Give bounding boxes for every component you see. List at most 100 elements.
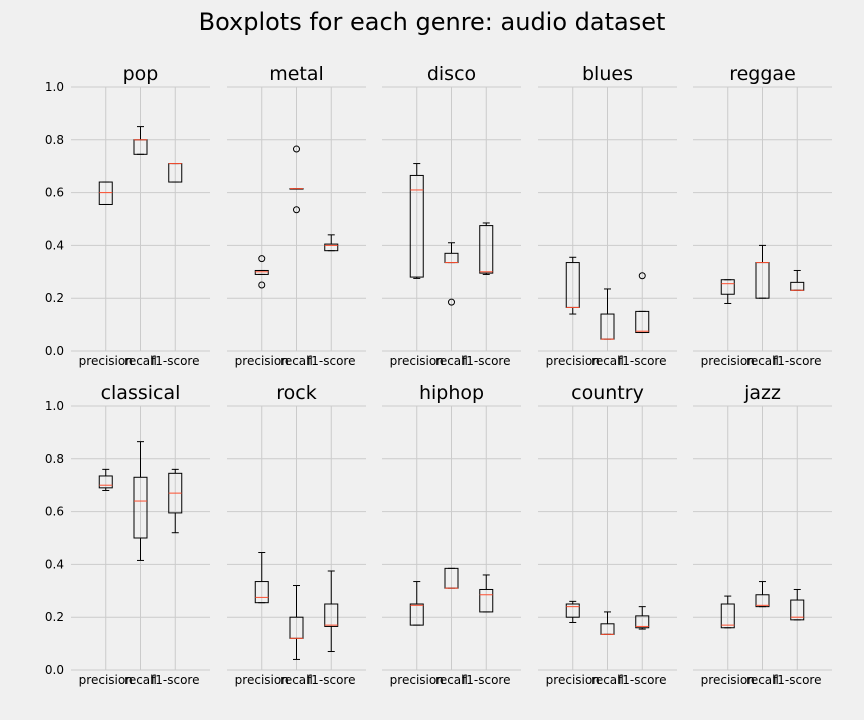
- box-recall: [600, 288, 615, 340]
- box-precision: [565, 256, 580, 315]
- x-tick-label: precision: [79, 673, 133, 687]
- x-tick-label: recall: [124, 673, 157, 687]
- box-recall: [289, 145, 304, 214]
- x-tick-label: f1-score: [462, 673, 510, 687]
- box-precision: [720, 279, 735, 304]
- iqr-box: [409, 603, 424, 626]
- panel-title: reggae: [729, 63, 796, 85]
- outlier-point: [448, 298, 455, 306]
- y-tick-label: 1.0: [45, 80, 64, 94]
- x-tick-label: recall: [591, 354, 624, 368]
- box-f1-score: [479, 222, 494, 275]
- box-f1-score: [168, 163, 183, 183]
- iqr-box: [254, 269, 269, 275]
- box-f1-score: [479, 574, 494, 613]
- box-recall: [755, 581, 770, 608]
- x-tick-label: f1-score: [773, 354, 821, 368]
- box-f1-score: [635, 272, 650, 334]
- box-f1-score: [168, 468, 183, 534]
- iqr-box: [720, 603, 735, 629]
- iqr-box: [635, 310, 650, 334]
- iqr-box: [565, 603, 580, 618]
- box-recall: [444, 242, 459, 306]
- outlier-point: [638, 272, 646, 280]
- iqr-box: [479, 225, 494, 274]
- box-f1-score: [635, 606, 650, 630]
- x-tick-label: f1-score: [151, 354, 199, 368]
- y-tick-label: 0.8: [45, 133, 64, 147]
- iqr-box: [98, 181, 113, 205]
- x-tick-label: f1-score: [618, 354, 666, 368]
- box-recall: [289, 585, 304, 660]
- iqr-box: [409, 174, 424, 278]
- panel-title: metal: [269, 63, 324, 85]
- y-tick-label: 0.6: [45, 186, 64, 200]
- y-tick-label: 0.0: [45, 344, 64, 358]
- outlier-point: [258, 281, 266, 289]
- iqr-box: [479, 588, 494, 613]
- outlier-point: [293, 206, 300, 214]
- panel-title: blues: [582, 63, 633, 85]
- box-precision: [720, 595, 735, 629]
- box-precision: [254, 552, 269, 604]
- x-tick-label: recall: [280, 354, 313, 368]
- x-tick-label: recall: [280, 673, 313, 687]
- x-tick-label: precision: [701, 673, 755, 687]
- box-recall: [133, 126, 148, 155]
- x-tick-label: precision: [235, 354, 289, 368]
- x-tick-label: precision: [546, 354, 600, 368]
- panel-title: country: [571, 382, 644, 404]
- x-tick-label: recall: [591, 673, 624, 687]
- x-tick-label: recall: [435, 673, 468, 687]
- x-tick-label: f1-score: [151, 673, 199, 687]
- box-precision: [409, 163, 424, 279]
- x-tick-label: precision: [701, 354, 755, 368]
- x-tick-label: recall: [746, 673, 779, 687]
- outlier-point: [293, 145, 300, 153]
- panel-classical: 0.0 0.2 0.4 0.6 0.8 1.0 precisionrecallf1-scor…: [45, 382, 210, 687]
- panel-title: classical: [101, 382, 181, 404]
- x-tick-label: precision: [546, 673, 600, 687]
- outlier-point: [258, 255, 266, 263]
- x-tick-label: precision: [235, 673, 289, 687]
- box-precision: [98, 181, 113, 205]
- box-f1-score: [324, 234, 339, 252]
- panel-title: rock: [276, 382, 316, 404]
- panel-title: pop: [123, 63, 159, 85]
- box-f1-score: [324, 570, 339, 653]
- iqr-box: [324, 243, 339, 252]
- x-tick-label: f1-score: [618, 673, 666, 687]
- y-tick-label: 0.4: [45, 238, 64, 252]
- box-precision: [565, 600, 580, 623]
- y-tick-label: 0.2: [45, 610, 64, 624]
- y-tick-label: 0.8: [45, 452, 64, 466]
- y-tick-label: 0.2: [45, 291, 64, 305]
- iqr-box: [133, 476, 148, 539]
- x-tick-label: recall: [746, 354, 779, 368]
- x-tick-label: precision: [390, 673, 444, 687]
- y-tick-label: 1.0: [45, 399, 64, 413]
- iqr-box: [98, 475, 113, 489]
- x-tick-label: f1-score: [462, 354, 510, 368]
- x-tick-label: precision: [79, 354, 133, 368]
- x-tick-label: recall: [435, 354, 468, 368]
- x-tick-label: precision: [390, 354, 444, 368]
- box-recall: [600, 611, 615, 635]
- iqr-box: [720, 279, 735, 295]
- box-recall: [133, 441, 148, 561]
- panel-pop: 0.0 0.2 0.4 0.6 0.8 1.0 precisionrecallf1-scor…: [45, 63, 210, 368]
- iqr-box: [324, 603, 339, 627]
- panel-title: disco: [427, 63, 476, 85]
- box-f1-score: [790, 588, 805, 621]
- iqr-box: [790, 599, 805, 621]
- panel-title: jazz: [743, 382, 781, 404]
